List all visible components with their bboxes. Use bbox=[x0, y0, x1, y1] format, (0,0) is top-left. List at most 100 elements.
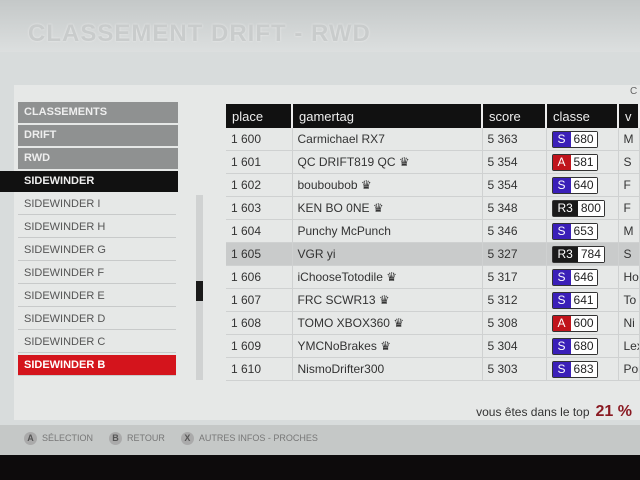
col-vehicle[interactable]: v bbox=[618, 104, 640, 128]
gamertag-cell: VGR yi bbox=[292, 242, 483, 266]
score-cell: 5 308 bbox=[482, 311, 547, 335]
submenu-item[interactable]: SIDEWINDER F bbox=[18, 263, 176, 284]
score-cell: 5 304 bbox=[482, 334, 547, 358]
gamertag-cell: Carmichael RX7 bbox=[292, 128, 483, 151]
score-cell: 5 317 bbox=[482, 265, 547, 289]
table-row[interactable]: 1 600 Carmichael RX7 5 363 S 680 M bbox=[226, 128, 640, 151]
table-row[interactable]: 1 601 QC DRIFT819 QC ♛ 5 354 A 581 S bbox=[226, 150, 640, 174]
menu-classements[interactable]: CLASSEMENTS bbox=[18, 102, 178, 123]
place-cell: 1 605 bbox=[226, 242, 293, 266]
class-letter: R3 bbox=[552, 200, 578, 216]
class-badge: A 581 bbox=[551, 153, 598, 171]
col-score[interactable]: score bbox=[482, 104, 547, 128]
gamertag: YMCNoBrakes bbox=[297, 339, 377, 353]
vehicle-cell: F bbox=[618, 196, 640, 220]
class-badge: R3 800 bbox=[551, 199, 605, 217]
header-bar bbox=[0, 0, 640, 52]
top-percent: vous êtes dans le top 21 % bbox=[476, 402, 632, 422]
gamertag-cell: iChooseTotodile ♛ bbox=[292, 265, 483, 289]
menu-drift[interactable]: DRIFT bbox=[18, 125, 178, 146]
b-button-icon: B bbox=[109, 432, 123, 445]
menu-sidewinder[interactable]: SIDEWINDER bbox=[0, 171, 178, 192]
score-cell: 5 327 bbox=[482, 242, 547, 266]
class-cell: A 581 bbox=[546, 150, 619, 174]
score-cell: 5 348 bbox=[482, 196, 547, 220]
pi-value: 653 bbox=[570, 223, 597, 239]
submenu-item[interactable]: SIDEWINDER E bbox=[18, 286, 176, 307]
class-letter: S bbox=[552, 292, 571, 308]
gamertag-cell: YMCNoBrakes ♛ bbox=[292, 334, 483, 358]
corner-text: C bbox=[630, 86, 638, 97]
crown-icon: ♛ bbox=[360, 178, 372, 192]
class-cell: S 641 bbox=[546, 288, 619, 312]
table-row[interactable]: 1 602 bouboubob ♛ 5 354 S 640 F bbox=[226, 173, 640, 197]
crown-icon: ♛ bbox=[378, 293, 390, 307]
class-badge: S 640 bbox=[551, 176, 598, 194]
pi-value: 646 bbox=[570, 269, 597, 285]
submenu-item[interactable]: SIDEWINDER G bbox=[18, 240, 176, 261]
class-cell: S 653 bbox=[546, 219, 619, 243]
crown-icon: ♛ bbox=[372, 201, 384, 215]
gamertag-cell: FRC SCWR13 ♛ bbox=[292, 288, 483, 312]
gamertag: VGR yi bbox=[297, 247, 336, 261]
submenu-item[interactable]: SIDEWINDER I bbox=[18, 194, 176, 215]
class-letter: S bbox=[552, 177, 571, 193]
footer-button-a[interactable]: A SÉLECTION bbox=[24, 432, 93, 445]
submenu-item[interactable]: SIDEWINDER H bbox=[18, 217, 176, 238]
pi-value: 640 bbox=[570, 177, 597, 193]
table-row[interactable]: 1 608 TOMO XBOX360 ♛ 5 308 A 600 Ni bbox=[226, 311, 640, 335]
col-classe[interactable]: classe bbox=[546, 104, 619, 128]
table-row[interactable]: 1 606 iChooseTotodile ♛ 5 317 S 646 Ho bbox=[226, 265, 640, 289]
crown-icon: ♛ bbox=[393, 316, 405, 330]
vehicle-cell: F bbox=[618, 173, 640, 197]
footer-buttons: A SÉLECTION B RETOUR X AUTRES INFOS - PROCHES bbox=[24, 432, 318, 445]
class-badge: S 683 bbox=[551, 360, 598, 378]
footer-button-b[interactable]: B RETOUR bbox=[109, 432, 165, 445]
class-letter: S bbox=[552, 269, 571, 285]
table-row[interactable]: 1 605 VGR yi 5 327 R3 784 S bbox=[226, 242, 640, 266]
gamertag: FRC SCWR13 bbox=[297, 293, 376, 307]
place-cell: 1 600 bbox=[226, 128, 293, 151]
menu-rwd[interactable]: RWD bbox=[18, 148, 178, 169]
gamertag-cell: Punchy McPunch bbox=[292, 219, 483, 243]
footer-label: RETOUR bbox=[127, 433, 165, 443]
footer-button-x[interactable]: X AUTRES INFOS - PROCHES bbox=[180, 432, 318, 445]
class-letter: R3 bbox=[552, 246, 578, 262]
place-cell: 1 610 bbox=[226, 357, 293, 381]
gamertag: iChooseTotodile bbox=[297, 270, 383, 284]
footer-label: AUTRES INFOS - PROCHES bbox=[198, 433, 318, 443]
place-cell: 1 609 bbox=[226, 334, 293, 358]
class-badge: A 600 bbox=[551, 314, 598, 332]
score-cell: 5 363 bbox=[482, 128, 547, 151]
table-row[interactable]: 1 604 Punchy McPunch 5 346 S 653 M bbox=[226, 219, 640, 243]
vehicle-cell: Ni bbox=[618, 311, 640, 335]
place-cell: 1 603 bbox=[226, 196, 293, 220]
vehicle-cell: Por bbox=[618, 357, 640, 381]
pi-value: 641 bbox=[570, 292, 597, 308]
col-gamertag[interactable]: gamertag bbox=[292, 104, 483, 128]
submenu-item[interactable]: SIDEWINDER B bbox=[18, 355, 176, 376]
table-row[interactable]: 1 603 KEN BO 0NE ♛ 5 348 R3 800 F bbox=[226, 196, 640, 220]
submenu-item[interactable]: SIDEWINDER C bbox=[18, 332, 176, 353]
leaderboard-table: place gamertag score classe v 1 600 Carm… bbox=[226, 104, 640, 381]
place-cell: 1 604 bbox=[226, 219, 293, 243]
class-badge: S 680 bbox=[551, 130, 598, 148]
scrollbar-thumb[interactable] bbox=[196, 281, 203, 301]
submenu-item[interactable]: SIDEWINDER D bbox=[18, 309, 176, 330]
gamertag: NismoDrifter300 bbox=[297, 362, 385, 376]
pi-value: 680 bbox=[570, 338, 597, 354]
gamertag: Punchy McPunch bbox=[297, 224, 391, 238]
class-badge: R3 784 bbox=[551, 245, 605, 263]
col-place[interactable]: place bbox=[226, 104, 293, 128]
table-row[interactable]: 1 607 FRC SCWR13 ♛ 5 312 S 641 To bbox=[226, 288, 640, 312]
class-cell: S 683 bbox=[546, 357, 619, 381]
screen-bezel bbox=[0, 455, 640, 480]
pi-value: 600 bbox=[570, 315, 597, 331]
class-cell: S 646 bbox=[546, 265, 619, 289]
place-cell: 1 608 bbox=[226, 311, 293, 335]
gamertag-cell: NismoDrifter300 bbox=[292, 357, 483, 381]
score-cell: 5 354 bbox=[482, 150, 547, 174]
score-cell: 5 346 bbox=[482, 219, 547, 243]
